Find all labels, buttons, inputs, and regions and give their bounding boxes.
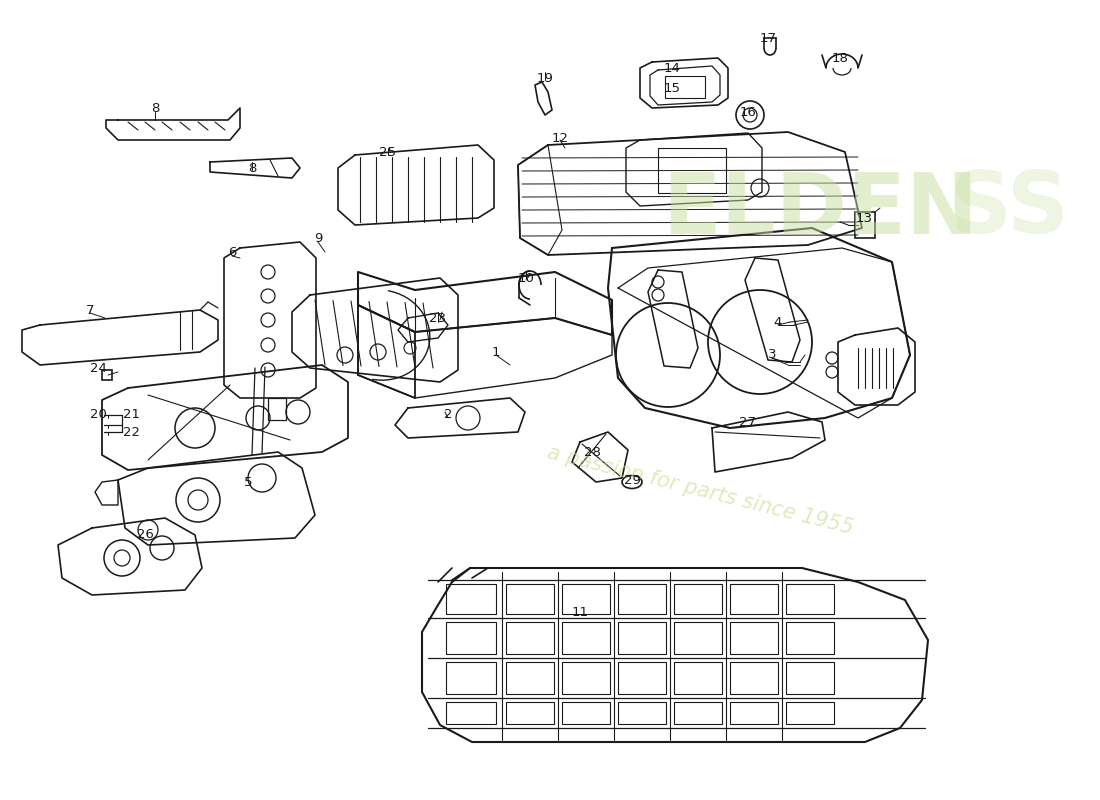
Text: 7: 7 xyxy=(86,303,95,317)
Text: 24: 24 xyxy=(89,362,107,374)
Text: 11: 11 xyxy=(572,606,588,618)
Text: 14: 14 xyxy=(663,62,681,74)
Text: 5: 5 xyxy=(244,475,252,489)
Text: 25: 25 xyxy=(379,146,396,158)
Text: 6: 6 xyxy=(228,246,236,258)
Text: 22: 22 xyxy=(123,426,141,438)
Text: 12: 12 xyxy=(551,131,569,145)
Text: ELDEN: ELDEN xyxy=(662,169,978,251)
Text: 8: 8 xyxy=(248,162,256,174)
Text: 19: 19 xyxy=(537,71,553,85)
Text: 20: 20 xyxy=(89,409,107,422)
Text: 21: 21 xyxy=(123,409,141,422)
Text: SS: SS xyxy=(950,169,1070,251)
Text: 26: 26 xyxy=(136,529,153,542)
Text: 3: 3 xyxy=(768,349,777,362)
Text: 10: 10 xyxy=(518,271,535,285)
Text: 15: 15 xyxy=(663,82,681,94)
Text: 2: 2 xyxy=(443,409,452,422)
Text: 16: 16 xyxy=(739,106,757,118)
Text: 9: 9 xyxy=(314,231,322,245)
Text: 1: 1 xyxy=(492,346,500,358)
Text: 4: 4 xyxy=(773,315,782,329)
Text: 8: 8 xyxy=(151,102,160,114)
Text: 28: 28 xyxy=(584,446,601,458)
Text: 29: 29 xyxy=(624,474,640,486)
Text: 18: 18 xyxy=(832,51,848,65)
Text: 13: 13 xyxy=(856,211,872,225)
Text: a passion for parts since 1955: a passion for parts since 1955 xyxy=(544,442,855,538)
Text: 23: 23 xyxy=(429,311,447,325)
Text: 27: 27 xyxy=(739,415,757,429)
Text: 17: 17 xyxy=(759,31,777,45)
